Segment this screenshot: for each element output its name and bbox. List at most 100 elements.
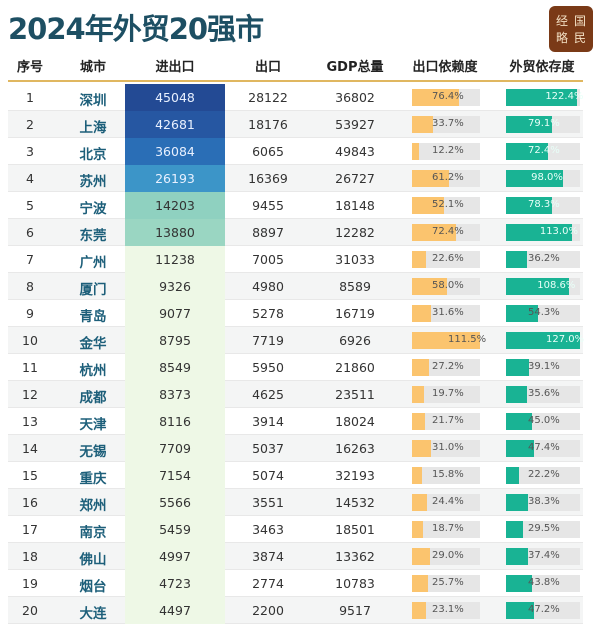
trade-dependency-bar	[506, 224, 572, 241]
export-dependency-label: 31.0%	[432, 442, 464, 453]
export-dependency-label: 33.7%	[432, 118, 464, 129]
export-dependency-label: 72.4%	[432, 226, 464, 237]
trade-cell: 8795	[125, 327, 225, 354]
export-dependency-track: 22.6%	[412, 251, 480, 268]
trade-dependency-bar	[506, 332, 580, 349]
table-header: 序号 城市 进出口 出口 GDP总量 出口依赖度 外贸依存度	[8, 48, 583, 82]
trade-cell: 4997	[125, 543, 225, 570]
trade-cell: 8373	[125, 381, 225, 408]
export-dependency-track: 24.4%	[412, 494, 480, 511]
export-cell: 4625	[252, 387, 284, 402]
export-dependency-label: 25.7%	[432, 577, 464, 588]
header-export: 出口	[254, 60, 282, 75]
trade-dependency-label: 122.4%	[545, 91, 584, 102]
trade-dependency-track: 122.4%	[506, 89, 584, 106]
gdp-cell: 13362	[335, 549, 375, 564]
export-cell: 3874	[252, 549, 284, 564]
gdp-cell: 16719	[335, 306, 375, 321]
trade-dependency-track: 35.6%	[506, 386, 580, 403]
rank-cell: 10	[22, 333, 38, 348]
table-row: 18 佛山 4997 3874 13362 29.0% 37.4%	[8, 543, 583, 570]
export-dependency-bar	[412, 251, 426, 268]
export-cell: 3914	[252, 414, 284, 429]
city-cell: 厦门	[79, 282, 107, 298]
table-row: 1 深圳 45048 28122 36802 76.4% 122.4%	[8, 84, 583, 111]
trade-dependency-label: 113.0%	[539, 226, 578, 237]
gdp-cell: 10783	[335, 576, 375, 591]
export-dependency-track: 18.7%	[412, 521, 480, 538]
city-cell: 广州	[79, 255, 107, 271]
rank-cell: 7	[26, 252, 34, 267]
export-dependency-track: 52.1%	[412, 197, 480, 214]
city-cell: 东莞	[79, 228, 107, 244]
export-dependency-label: 24.4%	[432, 496, 464, 507]
export-dependency-label: 76.4%	[432, 91, 464, 102]
city-cell: 无锡	[79, 444, 107, 460]
rank-cell: 20	[22, 603, 38, 618]
rank-cell: 9	[26, 306, 34, 321]
trade-dependency-label: 47.4%	[528, 442, 560, 453]
table-row: 2 上海 42681 18176 53927 33.7% 79.1%	[8, 111, 583, 138]
export-dependency-label: 31.6%	[432, 307, 464, 318]
city-cell: 深圳	[79, 93, 107, 109]
gdp-cell: 18024	[335, 414, 375, 429]
export-cell: 8897	[252, 225, 284, 240]
export-dependency-label: 22.6%	[432, 253, 464, 264]
export-cell: 5278	[252, 306, 284, 321]
gdp-cell: 21860	[335, 360, 375, 375]
trade-dependency-bar	[506, 575, 532, 592]
export-cell: 28122	[248, 90, 288, 105]
rank-cell: 12	[22, 387, 38, 402]
trade-dependency-track: 108.6%	[506, 278, 580, 295]
export-dependency-bar	[412, 602, 427, 619]
rank-cell: 4	[26, 171, 34, 186]
gdp-cell: 9517	[339, 603, 371, 618]
trade-dependency-bar	[506, 143, 549, 160]
trade-dependency-label: 43.8%	[528, 577, 560, 588]
export-dependency-bar	[412, 197, 444, 214]
header-export-dependency: 出口依赖度	[412, 60, 478, 75]
logo-char: 略	[555, 31, 568, 45]
table-row: 12 成都 8373 4625 23511 19.7% 35.6%	[8, 381, 583, 408]
trade-dependency-label: 54.3%	[528, 307, 560, 318]
trade-cell: 4723	[125, 570, 225, 597]
city-cell: 烟台	[79, 579, 107, 595]
export-dependency-track: 12.2%	[412, 143, 480, 160]
export-dependency-bar	[412, 440, 431, 457]
export-dependency-bar	[412, 494, 427, 511]
trade-dependency-track: 45.0%	[506, 413, 580, 430]
trade-cell: 7154	[125, 462, 225, 489]
export-cell: 3551	[252, 495, 284, 510]
city-cell: 佛山	[79, 552, 107, 568]
trade-dependency-label: 78.3%	[528, 199, 560, 210]
trade-dependency-track: 29.5%	[506, 521, 580, 538]
trade-cell: 4497	[125, 597, 225, 624]
trade-cell: 9077	[125, 300, 225, 327]
rank-cell: 3	[26, 144, 34, 159]
logo-char: 经	[555, 14, 568, 28]
trade-dependency-bar	[506, 467, 519, 484]
trade-cell: 9326	[125, 273, 225, 300]
trade-dependency-label: 79.1%	[528, 118, 560, 129]
trade-dependency-track: 78.3%	[506, 197, 580, 214]
export-dependency-track: 29.0%	[412, 548, 480, 565]
export-dependency-label: 12.2%	[432, 145, 464, 156]
export-dependency-label: 27.2%	[432, 361, 464, 372]
trade-dependency-bar	[506, 521, 524, 538]
trade-dependency-label: 22.2%	[528, 469, 560, 480]
trade-dependency-label: 37.4%	[528, 550, 560, 561]
logo-char: 国	[573, 14, 586, 28]
header-gdp: GDP总量	[326, 60, 384, 75]
trade-dependency-track: 22.2%	[506, 467, 580, 484]
rank-cell: 8	[26, 279, 34, 294]
export-dependency-label: 29.0%	[432, 550, 464, 561]
gdp-cell: 8589	[339, 279, 371, 294]
trade-dependency-label: 98.0%	[531, 172, 563, 183]
trade-dependency-track: 47.4%	[506, 440, 580, 457]
trade-dependency-bar	[506, 278, 570, 295]
city-cell: 宁波	[79, 201, 107, 217]
trade-cell: 13880	[125, 219, 225, 246]
export-dependency-label: 61.2%	[432, 172, 464, 183]
export-cell: 5950	[252, 360, 284, 375]
export-dependency-track: 31.6%	[412, 305, 480, 322]
